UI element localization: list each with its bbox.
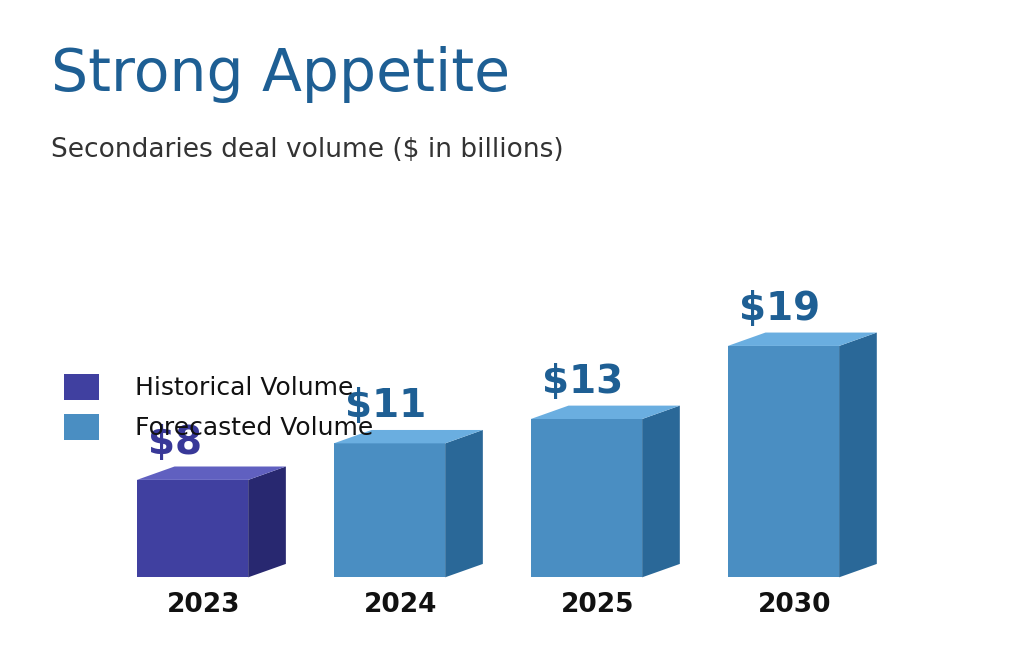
Text: 2024: 2024	[365, 592, 437, 618]
Text: Strong Appetite: Strong Appetite	[51, 46, 510, 103]
Polygon shape	[728, 346, 839, 577]
Polygon shape	[334, 430, 483, 443]
Polygon shape	[334, 443, 445, 577]
Polygon shape	[642, 405, 680, 577]
Text: Secondaries deal volume ($ in billions): Secondaries deal volume ($ in billions)	[51, 137, 564, 164]
Text: 2023: 2023	[167, 592, 241, 618]
Text: 2025: 2025	[561, 592, 635, 618]
Polygon shape	[530, 419, 642, 577]
Polygon shape	[137, 480, 248, 577]
Text: $11: $11	[345, 387, 426, 425]
Polygon shape	[839, 332, 877, 577]
Text: $13: $13	[542, 363, 624, 401]
Polygon shape	[728, 332, 877, 346]
Polygon shape	[530, 405, 680, 419]
Text: $8: $8	[148, 424, 202, 462]
Legend:   Historical Volume,   Forecasted Volume: Historical Volume, Forecasted Volume	[63, 374, 373, 440]
Text: 2030: 2030	[758, 592, 831, 618]
Polygon shape	[445, 430, 483, 577]
Polygon shape	[248, 466, 286, 577]
Polygon shape	[137, 466, 286, 480]
Text: $19: $19	[739, 290, 820, 328]
